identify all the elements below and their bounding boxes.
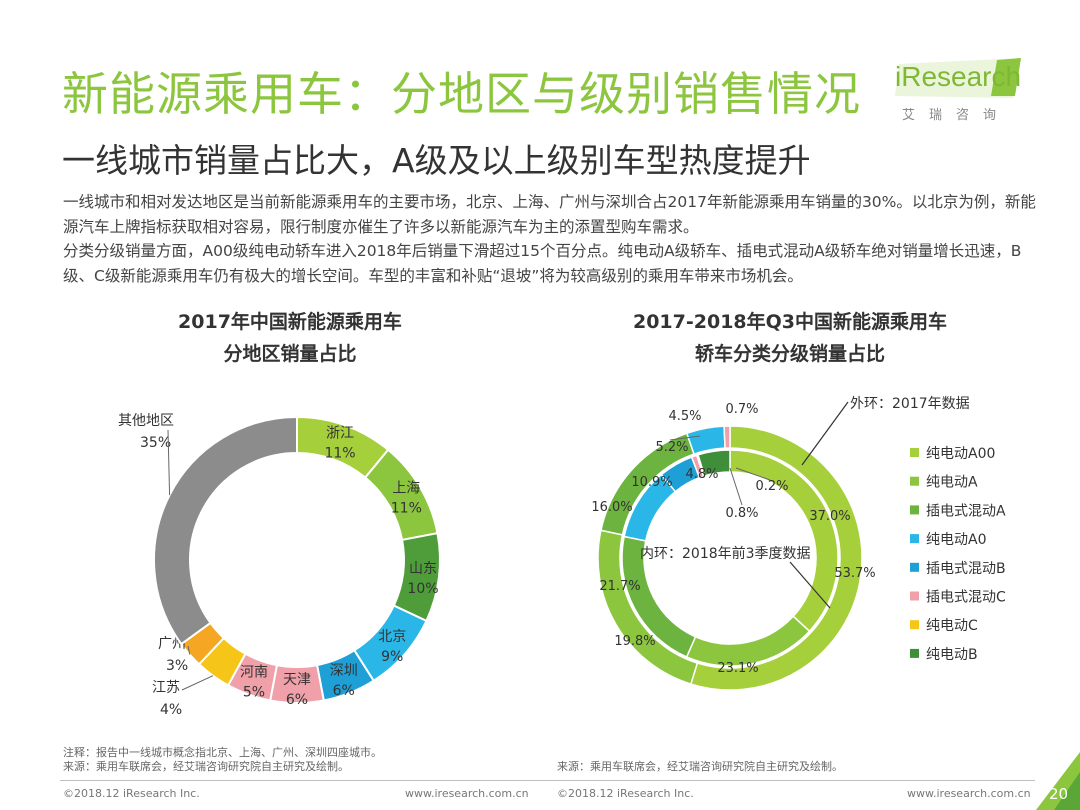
page-subtitle: 一线城市销量占比大，A级及以上级别车型热度提升 [62,141,811,180]
legend-swatch-纯电动B [910,648,919,658]
outer-annotation-leader [801,401,849,466]
legend-label-纯电动B: 纯电动B [926,647,978,663]
value-江苏: 4% [160,702,182,718]
inner-ring-annotation: 内环：2018年前3季度数据 [640,545,811,562]
label-其他地区: 其他地区 [118,413,174,429]
outer-label-纯电动A00: 53.7% [834,566,875,581]
right-chart-title-line1: 2017-2018年Q3中国新能源乘用车 [632,311,948,333]
description-paragraph-2: 分类分级销量方面，A00级纯电动轿车进入2018年后销量下滑超过15个百分点。纯… [63,242,1022,285]
label-天津: 天津 [283,672,311,688]
label-深圳: 深圳 [330,663,358,679]
logo-subtext: 艾瑞咨询 [902,108,1011,123]
value-广州: 3% [166,658,188,674]
legend-label-插电式混动C: 插电式混动C [926,590,1006,606]
inner-label-插电式混动B: 5.2% [655,440,688,455]
legend-swatch-插电式混动A [910,505,919,515]
value-河南: 5% [243,684,265,700]
iresearch-logo [895,58,1021,98]
inner-label-插电式混动C: 0.8% [725,506,758,521]
legend-label-纯电动A: 纯电动A [926,475,978,491]
value-其他地区: 35% [140,435,171,451]
left-note: 注释：报告中一线城市概念指北京、上海、广州、深圳四座城市。 来源：乘用车联席会，… [63,746,382,774]
legend-label-纯电动C: 纯电动C [926,618,978,634]
footer-divider [60,780,1035,781]
label-北京: 北京 [378,629,406,645]
small-value-leader [729,467,743,506]
label-河南: 河南 [240,664,268,680]
value-北京: 9% [381,649,403,665]
inner-slice-纯电动B [697,449,731,477]
legend-swatch-纯电动C [910,620,919,630]
description: 一线城市和相对发达地区是当前新能源乘用车的主要市场，北京、上海、广州与深圳合占2… [63,190,1038,288]
leader-江苏 [181,675,214,691]
legend-swatch-插电式混动B [910,562,919,572]
value-天津: 6% [286,692,308,708]
right-source-note: 来源：乘用车联席会，经艾瑞咨询研究院自主研究及绘制。 [557,760,843,773]
leader-广州 [187,645,191,655]
inner-label-纯电动A00: 37.0% [809,509,850,524]
inner-annotation-leader [789,561,831,609]
left-chart-title-line1: 2017年中国新能源乘用车 [178,311,402,333]
page-corner-decoration [1036,752,1080,810]
description-paragraph-1: 一线城市和相对发达地区是当前新能源乘用车的主要市场，北京、上海、广州与深圳合占2… [63,193,1036,236]
legend-label-纯电动A00: 纯电动A00 [926,446,995,462]
footer-copyright: ©2018.12 iResearch Inc. [63,787,200,800]
outer-label-纯电动A: 23.1% [717,661,758,676]
footer-website-right: www.iresearch.com.cn [907,787,1031,800]
outer-ring-annotation: 外环：2017年数据 [850,396,970,412]
left-chart-title-line2: 分地区销量占比 [223,343,357,365]
page-title: 新能源乘用车：分地区与级别销售情况 [62,67,861,121]
label-江苏: 江苏 [152,680,180,696]
outer-label-插电式混动C: 0.7% [725,402,758,417]
value-山东: 10% [407,581,438,597]
outer-slice-插电式混动C [723,425,731,449]
left-chart-title: 2017年中国新能源乘用车 分地区销量占比 [160,306,420,370]
label-上海: 上海 [392,480,420,496]
legend-swatch-插电式混动C [910,591,919,601]
inner-label-插电式混动A: 21.7% [599,579,640,594]
slice-其他地区 [153,415,298,646]
legend-label-插电式混动B: 插电式混动B [926,561,1006,577]
small-value-leader [735,467,771,481]
small-value-leader [669,435,701,441]
legend-label-纯电动A0: 纯电动A0 [926,532,986,548]
region-donut-chart: 浙江11%上海11%山东10%北京9%深圳6%天津6%河南5%江苏4%广州3%其… [118,413,441,718]
value-浙江: 11% [324,446,355,462]
note-line-1: 注释：报告中一线城市概念指北京、上海、广州、深圳四座城市。 [63,746,382,759]
inner-label-纯电动A: 19.8% [614,634,655,649]
right-chart-title: 2017-2018年Q3中国新能源乘用车 轿车分类分级销量占比 [600,306,980,370]
value-上海: 11% [391,500,422,516]
footer-website: www.iresearch.com.cn [405,787,529,800]
legend-swatch-纯电动A [910,476,919,486]
label-浙江: 浙江 [326,426,354,442]
outer-label-纯电动A0: 4.5% [668,409,701,424]
logo-text: iResearch [895,61,1022,92]
legend-label-插电式混动A: 插电式混动A [926,503,1006,519]
value-深圳: 6% [333,683,355,699]
inner-label-纯电动C: 0.2% [755,479,788,494]
inner-label-纯电动A0: 10.9% [631,475,672,490]
leader-其他地区 [167,429,171,496]
legend-swatch-纯电动A0 [910,534,919,544]
note-line-2: 来源：乘用车联席会，经艾瑞咨询研究院自主研究及绘制。 [63,760,349,773]
right-chart-title-line2: 轿车分类分级销量占比 [694,343,885,365]
footer-copyright-right: ©2018.12 iResearch Inc. [557,787,694,800]
inner-label-纯电动B: 4.8% [685,467,718,482]
page-number: 20 [1049,785,1069,803]
class-double-donut-chart: 53.7% 23.1% 16.0% 4.5% 0.7% 37.0% 19.8% 21.7% 10… [591,396,1006,691]
label-山东: 山东 [409,561,437,577]
legend-swatch-纯电动A00 [910,448,919,457]
outer-label-插电式混动A: 16.0% [591,500,632,515]
